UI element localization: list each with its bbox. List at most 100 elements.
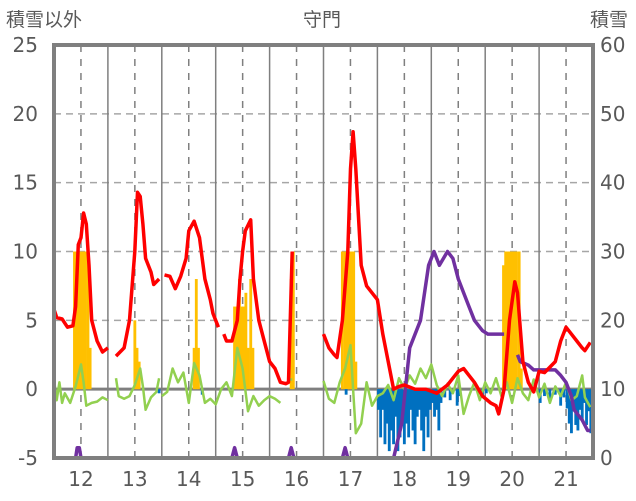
- right-tick-label: 0: [600, 446, 613, 470]
- blue-bar: [433, 389, 436, 417]
- left-tick-label: 0: [25, 377, 38, 401]
- orange-bar: [242, 306, 246, 390]
- orange-bar: [194, 279, 198, 390]
- blue-bar: [424, 389, 428, 417]
- orange-bar: [512, 251, 516, 390]
- blue-bar: [415, 389, 419, 417]
- blue-bar: [409, 389, 413, 410]
- blue-bar: [407, 389, 411, 438]
- orange-bar: [345, 251, 349, 390]
- blue-bar: [457, 389, 461, 397]
- left-tick-label: 25: [13, 33, 38, 57]
- orange-bar: [291, 251, 295, 390]
- left-tick-label: 20: [13, 102, 38, 126]
- blue-bar: [379, 389, 383, 438]
- right-tick-label: 60: [600, 33, 625, 57]
- blue-bar: [398, 389, 402, 438]
- blue-bar: [589, 389, 593, 434]
- blue-bar: [437, 389, 441, 431]
- orange-bar: [347, 251, 351, 390]
- blue-bar: [418, 389, 421, 410]
- orange-bar: [354, 361, 358, 390]
- right-tick-label: 40: [600, 171, 625, 195]
- plot-frame: [52, 43, 595, 460]
- orange-bar: [83, 251, 87, 390]
- blue-bar: [413, 389, 417, 445]
- blue-bar: [396, 389, 400, 452]
- left-tick-label: -5: [18, 446, 38, 470]
- blue-bar: [543, 389, 546, 397]
- left-axis-label: 積雪以外: [6, 9, 82, 31]
- blue-bar: [157, 389, 161, 394]
- orange-bar: [246, 347, 250, 390]
- blue-bar: [585, 389, 588, 425]
- orange-bar: [343, 251, 347, 390]
- blue-bar: [562, 389, 566, 398]
- right-tick-label: 10: [600, 377, 625, 401]
- orange-bar: [350, 251, 353, 390]
- x-tick-label: 12: [68, 467, 93, 491]
- blue-bar: [443, 389, 447, 398]
- blue-bar: [576, 389, 580, 431]
- orange-bar: [233, 306, 236, 390]
- blue-bar: [565, 389, 569, 409]
- orange-bar: [135, 347, 139, 390]
- blue-bar: [448, 389, 452, 401]
- orange-bar: [86, 251, 90, 390]
- left-tick-label: 5: [25, 308, 38, 332]
- orange-bar: [244, 292, 248, 390]
- blue-bar: [430, 389, 434, 403]
- orange-bar: [133, 320, 137, 390]
- blue-bar: [385, 389, 389, 424]
- blue-bar: [567, 389, 571, 424]
- blue-bar: [405, 389, 408, 424]
- blue-bar: [484, 389, 488, 394]
- blue-bar: [377, 389, 380, 410]
- x-tick-label: 13: [122, 467, 147, 491]
- orange-bar: [502, 265, 505, 390]
- blue-bar: [570, 389, 573, 434]
- blue-bar: [580, 389, 584, 420]
- red-line: [52, 129, 592, 416]
- x-tick-label: 14: [176, 467, 201, 491]
- orange-bar: [249, 279, 253, 390]
- orange-bar: [75, 251, 79, 390]
- blue-bar: [422, 389, 426, 452]
- orange-bar: [240, 306, 243, 390]
- x-tick-label: 16: [284, 467, 309, 491]
- orange-bar: [519, 368, 523, 390]
- orange-bar: [88, 347, 92, 390]
- orange-bar: [81, 251, 85, 390]
- x-tick-label: 18: [392, 467, 417, 491]
- green-line: [52, 343, 592, 435]
- x-tick-label: 15: [230, 467, 255, 491]
- blue-bar: [574, 389, 578, 425]
- blue-bar: [392, 389, 395, 445]
- orange-bar: [77, 251, 81, 390]
- orange-bar: [510, 251, 514, 390]
- blue-bar: [411, 389, 415, 431]
- blue-bar: [455, 389, 459, 406]
- x-tick-label: 19: [446, 467, 471, 491]
- x-tick-label: 17: [338, 467, 363, 491]
- chart-title: 守門: [303, 9, 341, 31]
- orange-bar: [515, 251, 518, 390]
- left-tick-label: 15: [13, 171, 38, 195]
- blue-bar: [394, 389, 398, 417]
- blue-bar: [428, 389, 432, 410]
- blue-bar: [578, 389, 582, 410]
- orange-bar: [79, 251, 83, 390]
- right-tick-label: 50: [600, 102, 625, 126]
- blue-bar: [559, 389, 563, 406]
- blue-bar: [387, 389, 391, 452]
- blue-bar: [435, 389, 439, 410]
- blue-bar: [381, 389, 385, 410]
- blue-bar: [587, 389, 591, 412]
- x-tick-label: 20: [499, 467, 524, 491]
- blue-bar: [548, 389, 552, 401]
- right-tick-label: 20: [600, 308, 625, 332]
- x-tick-label: 21: [553, 467, 578, 491]
- left-tick-label: 10: [13, 240, 38, 264]
